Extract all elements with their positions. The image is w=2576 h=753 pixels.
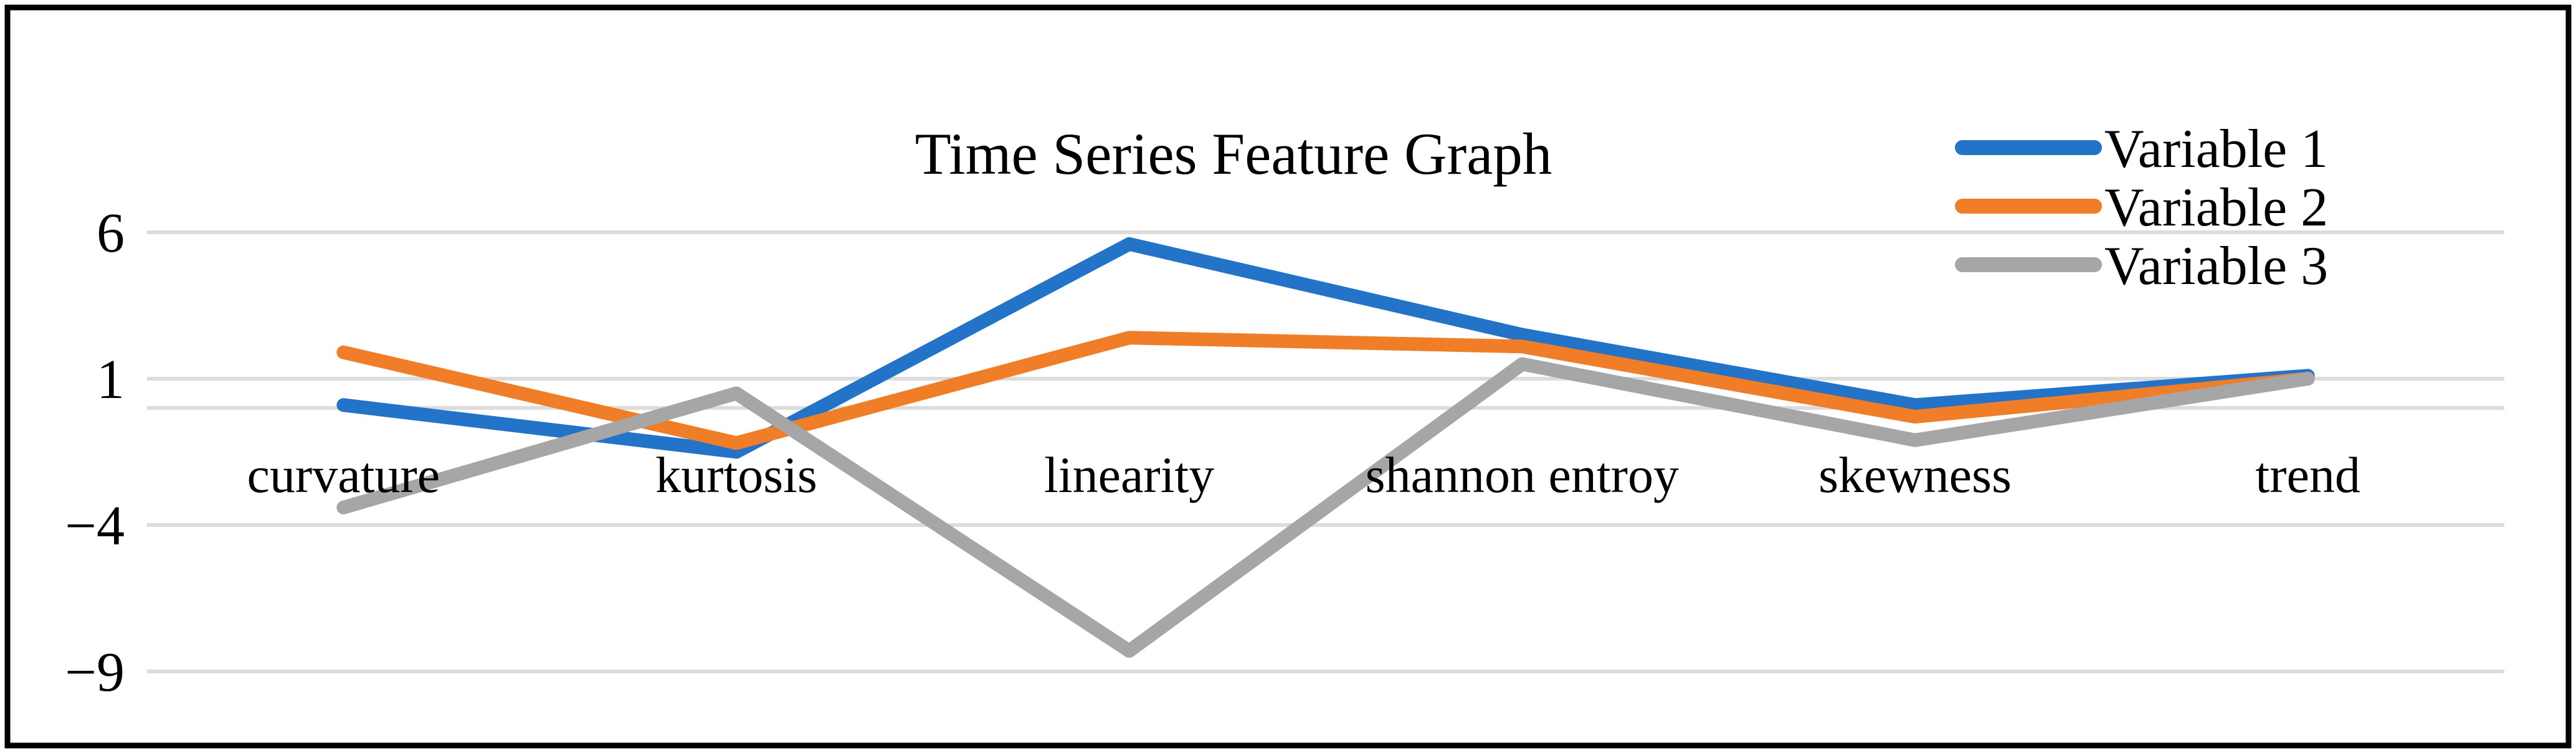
x-axis-category-labels: curvature kurtosis linearity shannon entroy… xyxy=(247,447,2360,503)
figure-border xyxy=(4,4,2572,749)
y-tick-label: −4 xyxy=(65,495,125,557)
y-tick-label: 6 xyxy=(97,202,125,264)
category-label-kurtosis: kurtosis xyxy=(655,447,817,503)
gridlines xyxy=(147,230,2504,673)
legend-item-variable-2: Variable 2 xyxy=(1955,178,2328,238)
series-line-variable-1 xyxy=(336,237,2315,459)
y-tick-label: −9 xyxy=(65,642,125,703)
category-label-shannon-entroy: shannon entroy xyxy=(1366,447,1679,503)
series-line-variable-2 xyxy=(336,331,2315,450)
series-lines xyxy=(336,237,2315,658)
category-label-curvature: curvature xyxy=(247,447,440,503)
y-tick-label: 1 xyxy=(97,349,125,410)
category-label-skewness: skewness xyxy=(1818,447,2012,503)
chart-title: Time Series Feature Graph xyxy=(915,121,1552,187)
legend-item-variable-1: Variable 1 xyxy=(1955,119,2328,179)
category-label-trend: trend xyxy=(2255,447,2360,503)
y-axis-tick-labels: 6 1 −4 −9 xyxy=(65,202,125,703)
legend-label: Variable 2 xyxy=(2104,178,2328,238)
legend-label: Variable 1 xyxy=(2104,119,2328,179)
legend-item-variable-3: Variable 3 xyxy=(1955,236,2328,296)
series-line-variable-3 xyxy=(336,357,2315,658)
category-label-linearity: linearity xyxy=(1044,447,1214,503)
legend-label: Variable 3 xyxy=(2104,236,2328,296)
